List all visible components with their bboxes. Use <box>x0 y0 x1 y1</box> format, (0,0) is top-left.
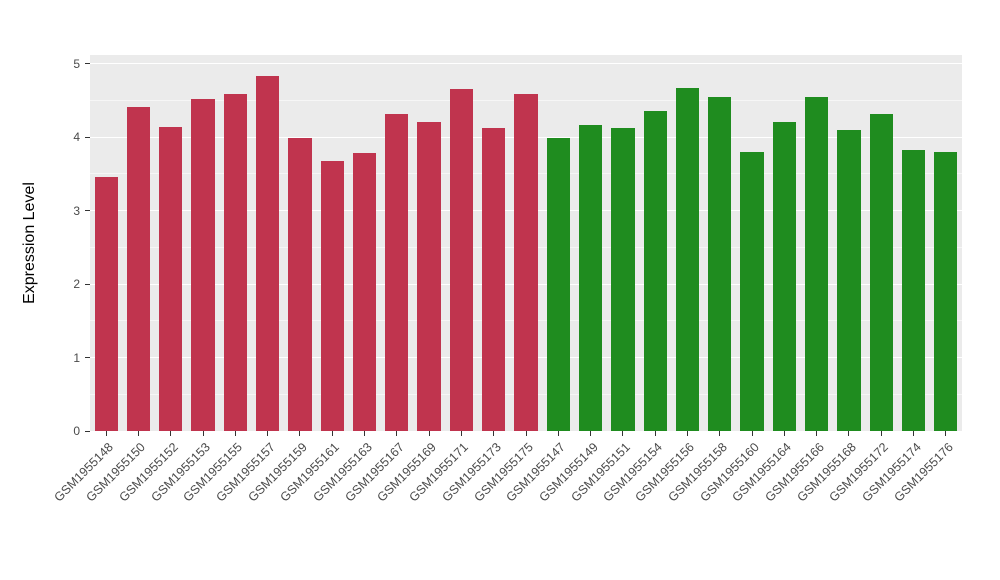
x-tick-mark <box>234 431 236 436</box>
y-tick-label: 0 <box>73 424 80 438</box>
x-tick-mark <box>719 431 721 436</box>
bar-GSM1955147 <box>546 137 570 431</box>
x-tick-mark <box>267 431 269 436</box>
gridline-major <box>90 63 962 64</box>
y-tick-label: 5 <box>73 56 80 71</box>
x-tick-mark <box>751 431 753 436</box>
bar-GSM1955163 <box>352 153 377 431</box>
x-tick-mark <box>848 431 850 436</box>
x-tick-mark <box>590 431 592 436</box>
y-tick-mark <box>85 210 90 211</box>
x-tick-mark <box>428 431 430 436</box>
x-tick-mark <box>137 431 139 436</box>
plot-panel <box>90 55 962 432</box>
bar-GSM1955176 <box>934 152 958 431</box>
bar-GSM1955153 <box>191 98 215 431</box>
bar-GSM1955155 <box>223 94 247 431</box>
y-tick-mark <box>85 283 90 285</box>
bar-GSM1955171 <box>449 89 474 431</box>
bar-GSM1955167 <box>385 114 409 431</box>
bar-GSM1955149 <box>578 125 603 431</box>
y-tick-label: 3 <box>73 203 80 218</box>
x-tick-mark <box>170 431 172 436</box>
x-tick-mark <box>783 431 785 436</box>
x-tick-mark <box>331 431 333 436</box>
y-tick-mark <box>85 136 90 138</box>
x-tick-mark <box>460 431 462 436</box>
bar-GSM1955173 <box>482 128 506 431</box>
bar-GSM1955160 <box>740 152 764 431</box>
y-tick-mark <box>85 63 90 64</box>
x-tick-mark <box>945 431 947 436</box>
y-axis-title: Expression Level <box>21 182 38 304</box>
x-tick-mark <box>364 431 366 436</box>
x-tick-mark <box>396 431 398 436</box>
bar-GSM1955150 <box>126 106 151 431</box>
x-tick-mark <box>557 431 559 436</box>
x-tick-mark <box>202 431 204 436</box>
bar-GSM1955159 <box>288 137 312 431</box>
x-tick-mark <box>525 431 527 436</box>
bar-GSM1955164 <box>772 121 796 431</box>
bar-GSM1955151 <box>611 128 635 431</box>
bar-GSM1955168 <box>837 129 861 431</box>
x-tick-mark <box>493 431 495 436</box>
bar-GSM1955172 <box>869 114 893 431</box>
x-tick-mark <box>622 431 624 436</box>
y-tick-label: 1 <box>73 350 80 365</box>
bar-GSM1955154 <box>643 110 667 431</box>
bar-GSM1955174 <box>901 149 926 431</box>
y-tick-mark <box>85 357 90 358</box>
bar-GSM1955158 <box>708 96 732 431</box>
x-tick-mark <box>686 431 688 436</box>
x-tick-mark <box>913 431 915 436</box>
bar-GSM1955152 <box>159 126 183 431</box>
x-tick-mark <box>880 431 882 436</box>
bar-GSM1955161 <box>320 160 344 431</box>
x-tick-mark <box>105 431 107 436</box>
y-tick-label: 4 <box>73 130 80 144</box>
bar-GSM1955166 <box>805 97 829 431</box>
bar-GSM1955175 <box>514 94 538 431</box>
y-tick-label: 2 <box>73 277 80 291</box>
bar-GSM1955148 <box>94 176 118 431</box>
x-tick-mark <box>654 431 656 436</box>
bar-GSM1955157 <box>256 76 280 431</box>
bar-GSM1955156 <box>675 87 700 431</box>
x-tick-mark <box>816 431 818 436</box>
y-tick-mark <box>85 430 90 432</box>
x-tick-mark <box>299 431 301 436</box>
bar-GSM1955169 <box>417 122 441 431</box>
